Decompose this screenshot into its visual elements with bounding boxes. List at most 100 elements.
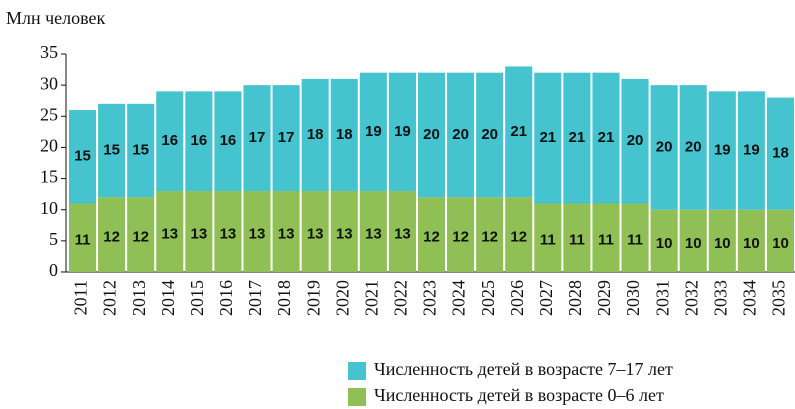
- bar-segment: [243, 85, 271, 192]
- legend-label: Численность детей в возрасте 7–17 лет: [374, 359, 673, 379]
- value-label: 19: [743, 142, 760, 159]
- bar-segment: [476, 72, 504, 198]
- bar-segment: [737, 209, 765, 272]
- value-label: 21: [598, 129, 615, 146]
- y-tick-label: 30: [40, 73, 58, 93]
- value-label: 13: [394, 225, 411, 242]
- x-tick-label: 2026: [507, 280, 527, 316]
- value-label: 21: [539, 129, 556, 146]
- x-tick-label: 2018: [274, 280, 294, 316]
- bar-segment: [98, 103, 126, 198]
- bar-segment: [447, 72, 475, 198]
- bar-segment: [679, 85, 707, 210]
- bar-segment: [592, 72, 620, 204]
- x-tick-label: 2024: [449, 280, 469, 316]
- bar-segment: [388, 191, 416, 272]
- bar-segment: [737, 91, 765, 210]
- value-label: 18: [772, 145, 789, 162]
- value-label: 10: [772, 235, 789, 252]
- bar-segment: [156, 191, 184, 272]
- value-label: 20: [627, 132, 644, 149]
- bar-segment: [127, 197, 155, 272]
- value-label: 12: [103, 229, 120, 246]
- value-label: 20: [685, 138, 702, 155]
- legend-label: Численность детей в возрасте 0–6 лет: [374, 385, 664, 405]
- bar-segment: [621, 203, 649, 272]
- bar-segment: [534, 72, 562, 204]
- value-label: 18: [307, 126, 324, 143]
- x-tick-label: 2025: [478, 280, 498, 316]
- x-tick-label: 2021: [361, 280, 381, 316]
- bar-segment: [214, 91, 242, 192]
- x-tick-label: 2033: [710, 280, 730, 316]
- x-tick-label: 2013: [129, 280, 149, 316]
- x-tick-label: 2028: [565, 280, 585, 316]
- bar-segment: [359, 72, 387, 192]
- legend-swatch: [348, 388, 366, 406]
- value-label: 16: [220, 132, 237, 149]
- value-label: 11: [75, 232, 91, 249]
- bar-segment: [388, 72, 416, 192]
- x-tick-label: 2031: [652, 280, 672, 316]
- value-label: 11: [627, 232, 643, 249]
- bar-segment: [534, 203, 562, 272]
- value-label: 20: [481, 126, 498, 143]
- y-tick-label: 35: [40, 42, 58, 62]
- value-label: 10: [743, 235, 760, 252]
- y-tick-label: 5: [49, 229, 58, 249]
- bar-segment: [766, 97, 794, 210]
- bar-segment: [476, 197, 504, 272]
- bar-segment: [505, 197, 533, 272]
- x-tick-label: 2014: [158, 280, 178, 316]
- value-label: 13: [161, 225, 178, 242]
- value-label: 19: [394, 123, 411, 140]
- value-label: 13: [307, 225, 324, 242]
- x-tick-label: 2022: [391, 280, 411, 316]
- value-label: 17: [249, 129, 266, 146]
- x-tick-label: 2035: [769, 280, 789, 316]
- bar-segment: [69, 203, 97, 272]
- bar-segment: [359, 191, 387, 272]
- x-tick-label: 2034: [740, 280, 760, 316]
- value-label: 17: [278, 129, 295, 146]
- x-tick-label: 2020: [332, 280, 352, 316]
- bar-segment: [592, 203, 620, 272]
- value-label: 20: [423, 126, 440, 143]
- x-tick-label: 2032: [681, 280, 701, 316]
- x-tick-label: 2017: [245, 280, 265, 316]
- value-label: 15: [103, 142, 120, 159]
- bar-segment: [185, 91, 213, 192]
- x-tick-label: 2029: [594, 280, 614, 316]
- value-label: 20: [452, 126, 469, 143]
- x-tick-label: 2015: [187, 280, 207, 316]
- bar-segment: [301, 191, 329, 272]
- value-label: 13: [249, 225, 266, 242]
- value-label: 11: [598, 232, 614, 249]
- y-tick-label: 10: [40, 198, 58, 218]
- bar-segment: [563, 203, 591, 272]
- bar-segment: [447, 197, 475, 272]
- value-label: 13: [278, 225, 295, 242]
- bar-segment: [417, 197, 446, 272]
- bar-segment: [563, 72, 591, 204]
- value-label: 13: [220, 225, 237, 242]
- bar-segment: [417, 72, 446, 198]
- value-label: 12: [481, 229, 498, 246]
- value-label: 11: [569, 232, 585, 249]
- value-label: 13: [191, 225, 208, 242]
- bar-segment: [301, 78, 329, 192]
- value-label: 10: [714, 235, 731, 252]
- y-axis-label: Млн человек: [6, 8, 106, 28]
- x-tick-label: 2016: [216, 280, 236, 316]
- value-label: 19: [365, 123, 382, 140]
- y-tick-label: 15: [40, 167, 58, 187]
- legend-swatch: [348, 362, 366, 380]
- value-label: 20: [656, 138, 673, 155]
- value-label: 10: [685, 235, 702, 252]
- value-label: 15: [132, 142, 149, 159]
- bar-segment: [214, 191, 242, 272]
- value-label: 15: [74, 148, 91, 165]
- bar-segment: [766, 209, 794, 272]
- y-tick-label: 25: [40, 104, 58, 124]
